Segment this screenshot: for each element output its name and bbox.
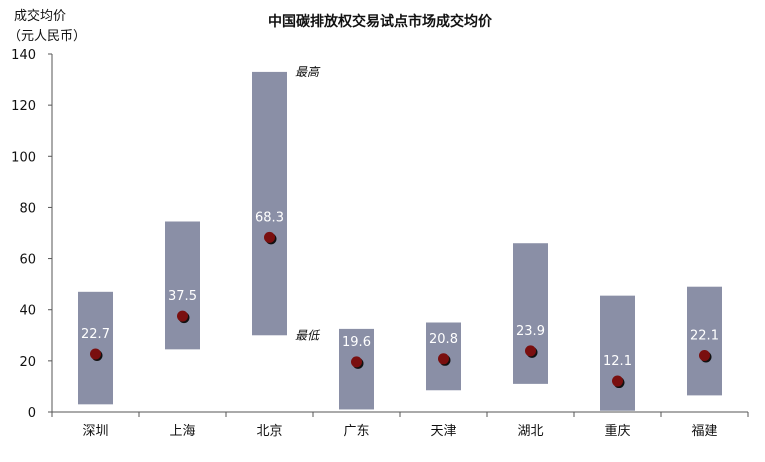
range-bar: [339, 328, 374, 410]
average-value-label: 20.8: [429, 332, 458, 347]
average-value-label: 22.7: [81, 327, 110, 342]
x-category-label: 北京: [256, 424, 282, 439]
average-dot: [264, 231, 275, 243]
average-dot: [90, 348, 101, 360]
x-category-label: 广东: [343, 424, 369, 439]
average-value-label: 37.5: [168, 289, 197, 304]
x-category-label: 深圳: [82, 424, 108, 439]
data-labels: 22.7 37.5 68.3 19.6 20.8 23.9 12.1 22.1: [81, 210, 719, 369]
range-bar: [78, 291, 113, 405]
y-axis-label-line2: （元人民币）: [8, 29, 86, 44]
range-bar: [687, 286, 722, 396]
x-category-label: 重庆: [604, 423, 630, 439]
y-tick-label: 100: [11, 150, 36, 165]
average-markers: [90, 231, 712, 389]
y-tick-label: 80: [19, 201, 36, 216]
average-dot: [525, 345, 536, 357]
y-tick-label: 120: [11, 99, 36, 114]
range-bar: [600, 295, 635, 411]
y-tick-label: 0: [28, 406, 36, 421]
x-category-label: 湖北: [517, 424, 543, 439]
average-dot: [612, 375, 623, 387]
average-value-label: 22.1: [690, 328, 719, 343]
average-dot: [351, 356, 362, 368]
range-bar: [513, 243, 548, 384]
y-axis-label-line1: 成交均价: [14, 8, 66, 24]
y-tick-label: 40: [19, 304, 36, 319]
average-dot: [699, 349, 710, 361]
average-dot: [438, 353, 449, 365]
average-dot: [177, 310, 188, 322]
y-tick-label: 60: [19, 253, 36, 268]
annotation-high: 最高: [295, 65, 321, 79]
average-value-label: 68.3: [255, 210, 284, 225]
range-bars: [78, 71, 722, 411]
x-category-label: 上海: [169, 424, 195, 439]
average-value-label: 19.6: [342, 335, 371, 350]
average-value-label: 23.9: [516, 324, 545, 339]
chart-title: 中国碳排放权交易试点市场成交均价: [268, 13, 493, 30]
x-category-label: 天津: [430, 424, 456, 439]
average-value-label: 12.1: [603, 354, 632, 369]
annotation-low: 最低: [295, 328, 321, 342]
range-bar: [165, 221, 200, 350]
y-tick-label: 140: [11, 48, 36, 63]
x-category-label: 福建: [691, 424, 717, 439]
axes: 0 20 40 60 80 100 120 140 深圳 上海 北京 广东 天津 湖北 重庆 福建: [11, 48, 749, 439]
range-bar: [252, 71, 287, 336]
y-tick-label: 20: [19, 355, 36, 370]
